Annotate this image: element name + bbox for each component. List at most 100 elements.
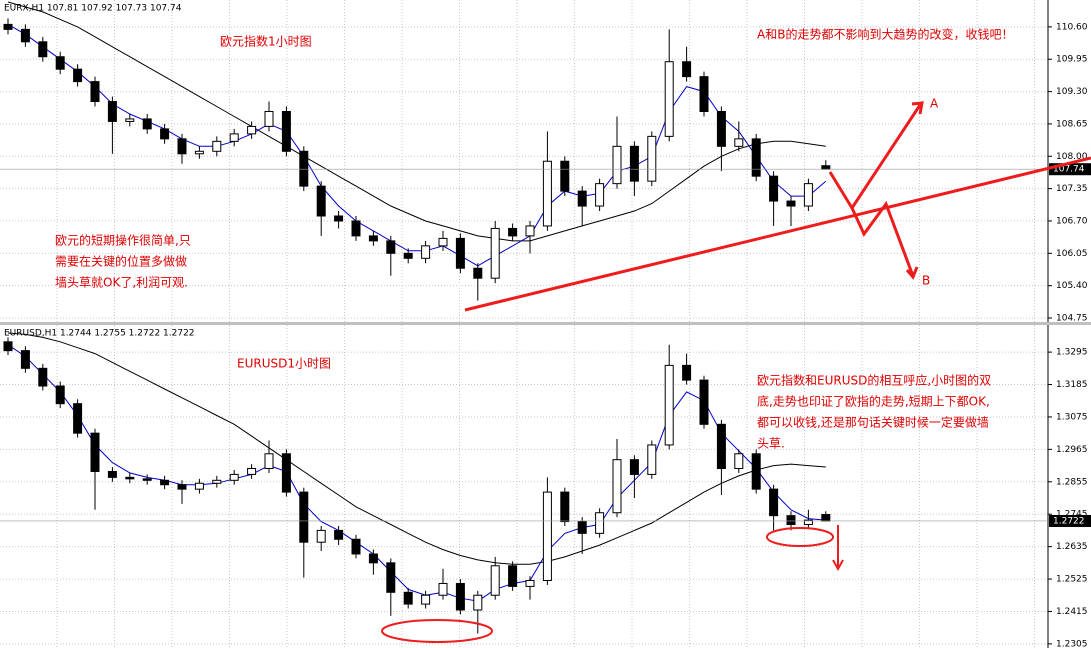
candle-body (629, 145, 639, 182)
arrow-head (911, 101, 924, 115)
candle-body (334, 529, 344, 540)
candle-body (229, 133, 239, 142)
candle-body (3, 341, 13, 352)
y-tick-label: 109.95 (1056, 55, 1088, 65)
candle-body (351, 220, 361, 237)
candle-body (803, 183, 813, 207)
annotation: 欧元指数和EURUSD的相互呼应,小时图的双 (757, 373, 991, 388)
candle-body (751, 138, 761, 177)
candle-body (386, 562, 396, 593)
candle-body (212, 479, 222, 484)
candle-body (299, 491, 309, 543)
candle-body (142, 118, 152, 130)
candle-body (125, 476, 135, 480)
y-tick-label: 108.65 (1056, 119, 1088, 129)
candle-body (177, 484, 187, 490)
candle-body (629, 459, 639, 475)
candle-body (403, 252, 413, 259)
annotation: 都可以收钱,还是那句话关键时候一定要做墙 (757, 415, 989, 430)
y-tick-label: 109.30 (1056, 87, 1088, 97)
y-tick-label: 110.60 (1056, 22, 1088, 32)
candle-body (247, 125, 257, 135)
candle-body (769, 488, 779, 517)
chart-header: EURX,H1 107.81 107.92 107.73 107.74 (4, 4, 182, 14)
candle-body (73, 68, 83, 83)
y-tick-label: 1.2525 (1056, 575, 1088, 585)
candle-body (90, 432, 100, 472)
candle-body (525, 580, 535, 587)
y-tick-label: 1.3075 (1056, 412, 1088, 422)
y-tick-label: 106.05 (1056, 249, 1088, 259)
candle-body (73, 403, 83, 434)
annotation: A和B的走势都不影响到大趋势的改变，收钱吧！ (757, 27, 1013, 42)
y-tick-label: 105.40 (1056, 281, 1088, 291)
candle-body (803, 519, 813, 526)
y-tick-label: 107.35 (1056, 184, 1088, 194)
candle-body (247, 468, 257, 475)
moving-average (7, 344, 826, 602)
candle-body (821, 513, 831, 522)
annotation: 需要在关键的位置多做做 (55, 254, 187, 269)
candle-body (455, 582, 465, 611)
candle-body (125, 118, 135, 122)
candle-body (438, 582, 448, 596)
y-tick-label: 106.70 (1056, 216, 1088, 226)
candle-body (299, 150, 309, 187)
candle-body (316, 529, 326, 543)
trend-line (464, 156, 1091, 312)
y-tick-label: 1.2855 (1056, 477, 1088, 487)
candle-body (455, 237, 465, 269)
price-panel: 1.3295 1.3185 1.3075 1.2965 1.2855 1.2745 1.26… (0, 325, 1091, 648)
chart-header: EURUSD,H1 1.2744 1.2755 1.2722 1.2722 (4, 329, 195, 339)
arrow-head (905, 266, 919, 280)
y-tick-label: 104.75 (1056, 314, 1088, 324)
candle-body (786, 200, 796, 207)
candle-body (264, 110, 274, 127)
moving-average (7, 1, 826, 242)
current-price-box (1049, 514, 1091, 527)
candle-body (55, 385, 65, 405)
annotation: 底,走势也印证了欧指的走势,短期上下都OK, (757, 394, 990, 409)
candle-body (281, 110, 291, 152)
candle-body (734, 453, 744, 470)
candle-body (612, 459, 622, 514)
circle-marker (381, 619, 493, 643)
candle-body (577, 521, 587, 534)
candle-body (386, 240, 396, 254)
annotation: 欧元指数1小时图 (220, 34, 312, 49)
candle-body (716, 110, 726, 147)
candle-body (542, 491, 552, 582)
candle-body (664, 364, 674, 446)
candle-body (577, 190, 587, 207)
circle-marker (766, 527, 834, 547)
y-tick-label: 1.2415 (1056, 607, 1088, 617)
y-tick-label: 108.00 (1056, 152, 1088, 162)
candle-body (734, 138, 744, 147)
y-tick-label: 1.3185 (1056, 380, 1088, 390)
annotation: EURUSD1小时图 (237, 357, 331, 371)
candle-body (595, 183, 605, 207)
candle-body (212, 140, 222, 152)
candle-body (612, 145, 622, 185)
candle-body (473, 594, 483, 611)
candle-body (473, 267, 483, 279)
candle-body (3, 23, 13, 30)
candle-body (107, 101, 117, 122)
y-tick-label: 1.2305 (1056, 639, 1088, 648)
candle-body (699, 379, 709, 425)
candle-body (699, 76, 709, 112)
candle-body (38, 367, 48, 387)
candle-body (194, 482, 204, 490)
candle-body (560, 160, 570, 192)
candle-body (368, 553, 378, 564)
candle-body (716, 423, 726, 470)
candle-body (351, 538, 361, 555)
current-price-label: 107.74 (1053, 165, 1085, 175)
annotation: B (922, 274, 930, 288)
candle-body (334, 215, 344, 222)
moving-average (7, 332, 826, 565)
candle-body (421, 594, 431, 605)
candle-body (682, 364, 692, 381)
current-price-label: 1.2722 (1053, 516, 1085, 526)
candle-body (38, 41, 48, 58)
